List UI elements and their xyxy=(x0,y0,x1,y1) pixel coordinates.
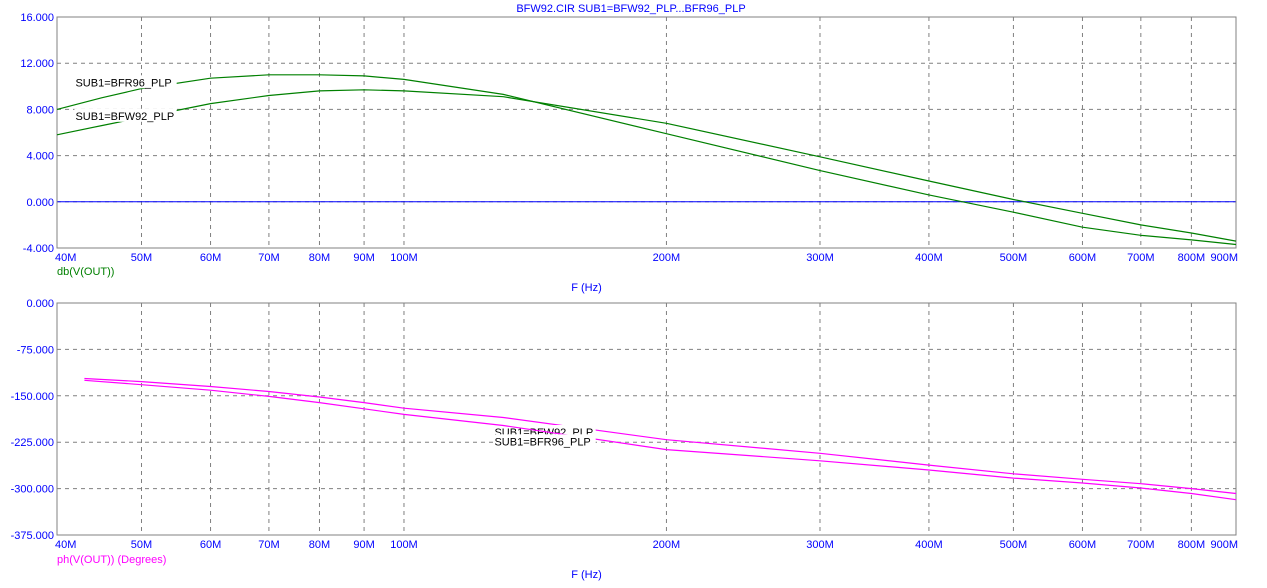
series-label-background xyxy=(493,434,596,448)
x-tick-label: 600M xyxy=(1069,539,1097,551)
y-tick-label: -150.000 xyxy=(11,391,54,403)
x-tick-label: 500M xyxy=(1000,252,1028,264)
x-tick-label: 50M xyxy=(131,539,152,551)
series-label-background xyxy=(74,75,177,89)
y-tick-label: -225.000 xyxy=(11,437,54,449)
y-axis-title: ph(V(OUT)) (Degrees) xyxy=(57,554,166,566)
y-tick-label: 0.000 xyxy=(26,298,54,310)
x-tick-label: 60M xyxy=(200,252,221,264)
y-tick-label: 12.000 xyxy=(20,58,54,70)
plot-frame xyxy=(56,16,1237,249)
x-axis-title: F (Hz) xyxy=(571,569,602,581)
x-tick-label: 900M xyxy=(1210,252,1238,264)
x-tick-label: 200M xyxy=(653,252,681,264)
x-tick-label: 100M xyxy=(390,252,418,264)
x-tick-label: 50M xyxy=(131,252,152,264)
y-tick-label: -300.000 xyxy=(11,484,54,496)
series-line xyxy=(56,89,1237,242)
y-tick-label: 4.000 xyxy=(26,151,54,163)
series-label: SUB1=BFR96_PLP xyxy=(75,77,171,89)
series-label-background xyxy=(74,108,177,122)
x-tick-label: 600M xyxy=(1069,252,1097,264)
x-tick-label: 200M xyxy=(653,539,681,551)
x-tick-label: 300M xyxy=(806,539,834,551)
x-tick-label: 400M xyxy=(915,539,943,551)
series-line xyxy=(84,379,1237,501)
y-tick-label: 8.000 xyxy=(26,104,54,116)
y-tick-label: 0.000 xyxy=(26,197,54,209)
x-tick-label: 800M xyxy=(1178,539,1206,551)
x-tick-label: 700M xyxy=(1127,252,1155,264)
x-tick-label: 80M xyxy=(309,252,330,264)
x-tick-label: 90M xyxy=(353,539,374,551)
x-tick-label: 90M xyxy=(353,252,374,264)
x-tick-label: 100M xyxy=(390,539,418,551)
y-tick-label: -4.000 xyxy=(23,243,54,255)
x-tick-label: 700M xyxy=(1127,539,1155,551)
y-axis-title: db(V(OUT)) xyxy=(57,266,114,278)
series-line xyxy=(56,74,1237,246)
x-tick-label: 80M xyxy=(309,539,330,551)
series-label: SUB1=BFW92_PLP xyxy=(75,111,174,123)
y-tick-label: -375.000 xyxy=(11,530,54,542)
x-tick-label: 500M xyxy=(1000,539,1028,551)
x-tick-label: 70M xyxy=(258,252,279,264)
series-label: SUB1=BFR96_PLP xyxy=(494,436,590,448)
y-tick-label: -75.000 xyxy=(17,344,54,356)
x-tick-label: 60M xyxy=(200,539,221,551)
window-title: BFW92.CIR SUB1=BFW92_PLP...BFR96_PLP xyxy=(516,3,745,15)
x-tick-label: 70M xyxy=(258,539,279,551)
x-tick-label: 800M xyxy=(1178,252,1206,264)
y-tick-label: 16.000 xyxy=(20,12,54,24)
x-tick-label: 400M xyxy=(915,252,943,264)
x-tick-label: 40M xyxy=(55,252,76,264)
x-tick-label: 900M xyxy=(1210,539,1238,551)
x-axis-title: F (Hz) xyxy=(571,282,602,294)
phase-panel: 40M 50M 60M 70M 80M 90M 100M 200M 300M 400M 500M 60… xyxy=(11,298,1238,581)
x-tick-label: 300M xyxy=(806,252,834,264)
magnitude-panel: 40M 50M 60M 70M 80M 90M 100M 200M 300M 400M 500M 60… xyxy=(20,12,1238,294)
x-tick-label: 40M xyxy=(55,539,76,551)
plot-frame xyxy=(56,302,1237,536)
